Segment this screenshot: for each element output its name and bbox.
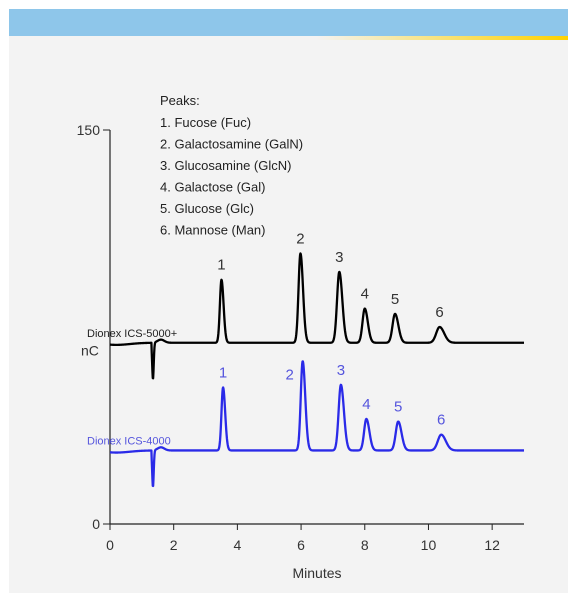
peak-number-label: 5	[391, 291, 399, 308]
peak-number-label: 3	[337, 362, 345, 379]
header-accent-stripe	[9, 36, 568, 40]
peak-number-label: 2	[285, 367, 293, 384]
x-tick-label: 2	[170, 537, 178, 553]
figure-panel: 0 2 4 6 8 10 12 0 150 Minutes nC Peaks: 1. Fucose (…	[9, 9, 568, 593]
series-name-label: Dionex ICS-5000+	[87, 328, 177, 340]
x-tick-label: 4	[233, 537, 241, 553]
peak-number-label: 5	[394, 399, 402, 416]
y-axis-title: nC	[81, 343, 99, 359]
peak-number-label: 2	[296, 230, 304, 247]
x-tick-label: 10	[421, 537, 437, 553]
peak-number-label: 1	[219, 364, 227, 381]
peak-number-label: 6	[437, 412, 445, 429]
header-banner	[9, 9, 568, 36]
peak-number-label: 1	[217, 257, 225, 274]
series-line-2	[109, 360, 525, 488]
peak-number-label: 4	[361, 286, 369, 303]
peak-number-label: 3	[335, 249, 343, 266]
peak-number-label: 4	[362, 396, 370, 413]
series-name-label: Dionex ICS-4000	[87, 435, 171, 447]
peak-number-label: 6	[435, 304, 443, 321]
x-tick-label: 6	[297, 537, 305, 553]
y-tick-label: 0	[92, 516, 100, 532]
x-tick-label: 0	[106, 537, 114, 553]
series-line-1	[109, 252, 525, 380]
legend-item: 5. Glucose (Glc)	[160, 201, 254, 216]
legend-item: 2. Galactosamine (GalN)	[160, 137, 303, 152]
legend-title: Peaks:	[160, 93, 200, 108]
legend-item: 6. Mannose (Man)	[160, 223, 266, 238]
x-tick-label: 12	[484, 537, 500, 553]
x-axis-title: Minutes	[292, 565, 341, 581]
x-tick-label: 8	[361, 537, 369, 553]
series-lines	[109, 252, 525, 488]
y-tick-label: 150	[77, 122, 101, 138]
legend-item: 4. Galactose (Gal)	[160, 180, 266, 195]
peaks-legend: Peaks: 1. Fucose (Fuc) 2. Galactosamine (G…	[160, 93, 303, 238]
legend-item: 3. Glucosamine (GlcN)	[160, 158, 291, 173]
legend-item: 1. Fucose (Fuc)	[160, 115, 251, 130]
